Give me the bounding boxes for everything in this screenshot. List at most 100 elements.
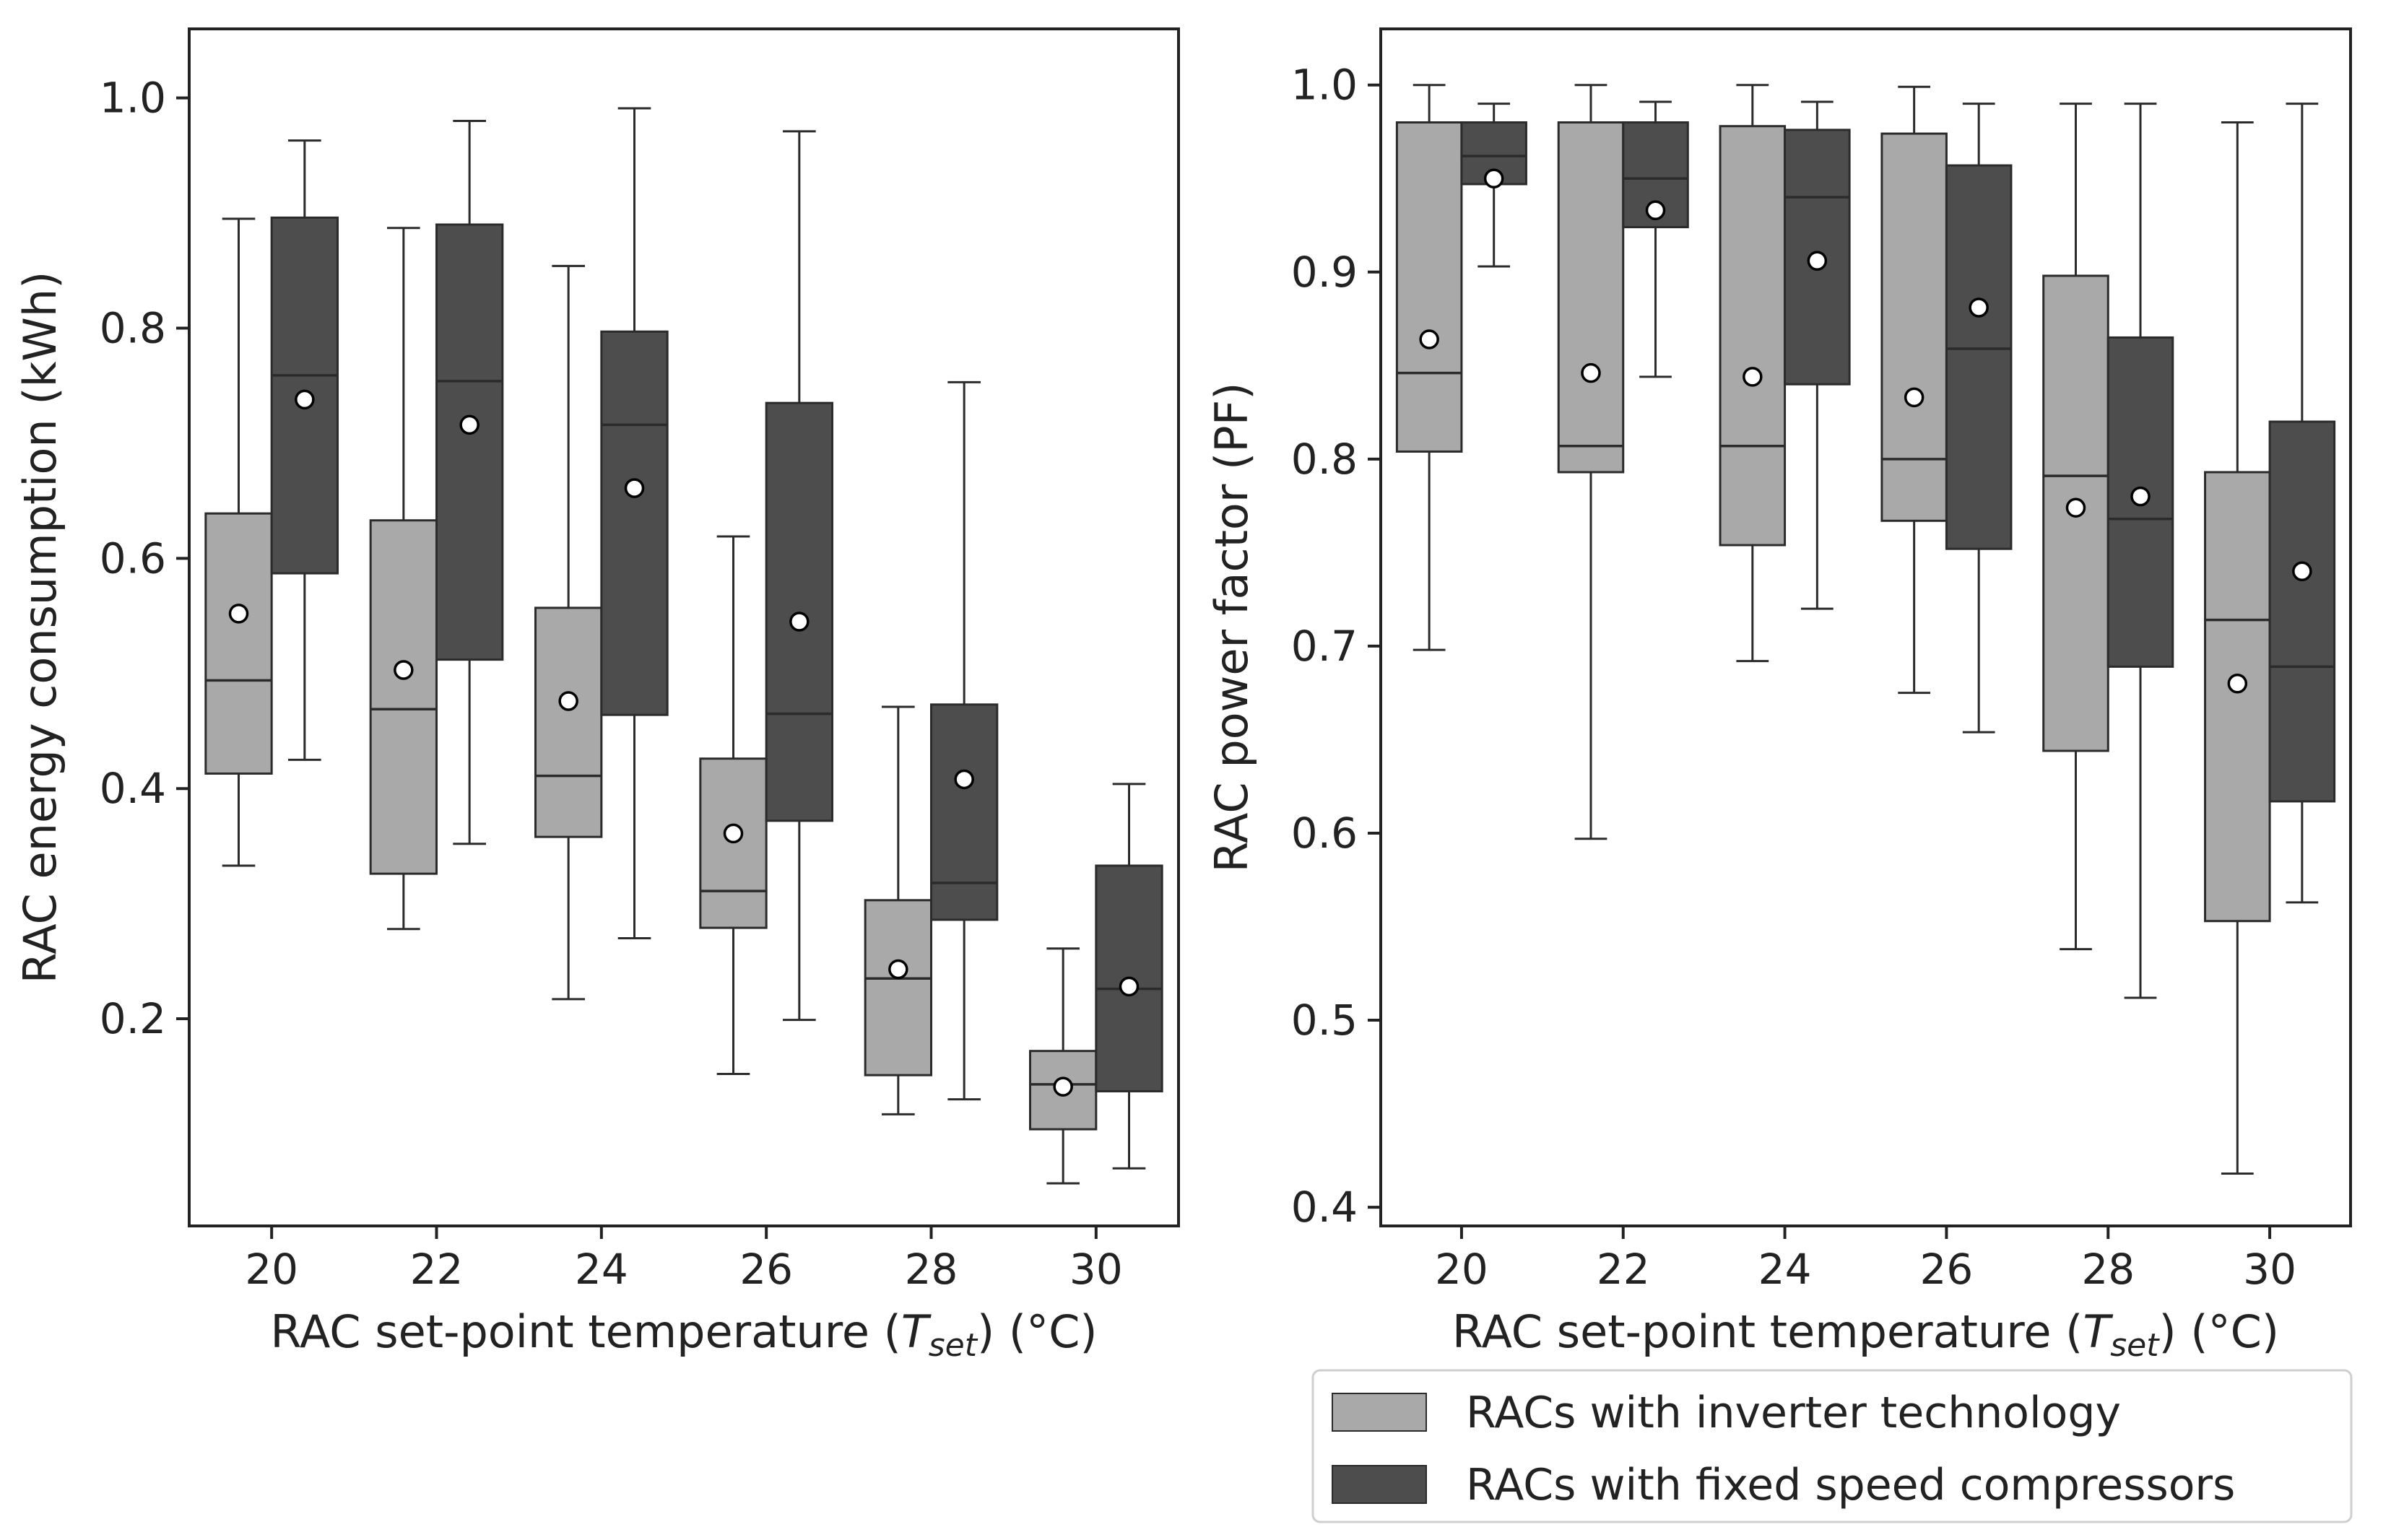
xtick-label: 28 [2081, 1245, 2135, 1294]
y-axis-label: RAC energy consumption (kWh) [14, 271, 66, 984]
xtick-label: 22 [1597, 1245, 1650, 1294]
axes-frame-pf [1379, 27, 2352, 1227]
box-pf-fixed-26 [1945, 103, 2013, 734]
box-energy-inverter-28 [864, 705, 932, 1115]
mean-marker [394, 660, 414, 680]
box-pf-inverter-22 [1557, 84, 1625, 840]
box-iqr [1945, 164, 2013, 550]
box-iqr [864, 899, 932, 1076]
box-energy-fixed-26 [765, 130, 833, 1022]
box-energy-inverter-30 [1029, 947, 1098, 1185]
axes-frame-energy [188, 27, 1180, 1227]
legend-swatch-fixed [1332, 1465, 1427, 1504]
box-pf-inverter-30 [2204, 121, 2271, 1175]
box-pf-fixed-24 [1784, 100, 1851, 610]
mean-marker [723, 823, 744, 844]
legend-swatch-inverter [1332, 1393, 1427, 1432]
legend-label-inverter: RACs with inverter technology [1466, 1388, 2121, 1438]
ytick-label: 0.4 [100, 764, 166, 813]
legend-frame [1311, 1369, 2353, 1523]
box-energy-fixed-22 [435, 120, 504, 845]
mean-marker [1119, 976, 1140, 997]
box-pf-inverter-24 [1719, 84, 1787, 663]
ytick-label: 0.2 [100, 994, 166, 1043]
xtick-label: 22 [410, 1245, 464, 1294]
mean-marker [624, 478, 645, 498]
box-iqr [435, 223, 504, 661]
xtick-label: 26 [1920, 1245, 1974, 1294]
box-iqr [600, 330, 669, 716]
mean-marker [1419, 329, 1439, 349]
mean-marker [1904, 387, 1924, 408]
mean-marker [789, 612, 810, 632]
box-pf-fixed-30 [2268, 103, 2336, 904]
box-pf-inverter-26 [1880, 85, 1948, 695]
x-axis-label: RAC set-point temperature (Tset) (°C) [270, 1305, 1097, 1364]
box-iqr [1719, 125, 1787, 547]
mean-marker [1053, 1076, 1073, 1097]
xtick-label: 20 [1435, 1245, 1488, 1294]
mean-marker [2130, 486, 2151, 507]
box-energy-inverter-20 [204, 217, 273, 867]
mean-marker [1645, 200, 1666, 221]
box-energy-inverter-26 [699, 535, 768, 1076]
box-energy-fixed-28 [930, 380, 999, 1101]
mean-marker [2292, 561, 2312, 582]
mean-marker [2227, 673, 2248, 694]
y-axis-label: RAC power factor (PF) [1205, 382, 1258, 872]
ytick-label: 0.4 [1291, 1183, 1358, 1232]
box-pf-fixed-28 [2106, 103, 2174, 999]
mean-marker [1807, 251, 1828, 271]
box-iqr [930, 703, 999, 921]
box-energy-inverter-22 [369, 227, 438, 931]
xtick-label: 24 [1758, 1245, 1812, 1294]
xtick-label: 24 [575, 1245, 628, 1294]
box-energy-inverter-24 [534, 264, 603, 1001]
box-iqr [1880, 132, 1948, 522]
box-iqr [1395, 121, 1463, 453]
xtick-label: 30 [2243, 1245, 2296, 1294]
ytick-label: 0.9 [1291, 248, 1358, 297]
xtick-label: 20 [245, 1245, 298, 1294]
mean-marker [888, 959, 908, 980]
mean-marker [1483, 168, 1504, 188]
mean-marker [1969, 297, 1989, 318]
xtick-label: 26 [739, 1245, 793, 1294]
ytick-label: 1.0 [100, 74, 166, 123]
box-pf-fixed-22 [1622, 100, 1689, 378]
ytick-label: 0.8 [100, 304, 166, 353]
legend-label-fixed: RACs with fixed speed compressors [1466, 1460, 2235, 1510]
box-iqr [2268, 420, 2336, 803]
box-iqr [204, 512, 273, 775]
mean-marker [954, 769, 974, 790]
mean-marker [1581, 362, 1601, 383]
xtick-label: 30 [1069, 1245, 1123, 1294]
box-energy-fixed-24 [600, 107, 669, 939]
ytick-label: 0.5 [1291, 996, 1358, 1045]
legend: RACs with inverter technology RACs with … [1311, 1369, 2353, 1523]
mean-marker [1743, 367, 1763, 387]
mean-marker [295, 389, 315, 410]
box-energy-fixed-20 [270, 139, 339, 761]
ytick-label: 0.6 [1291, 809, 1358, 858]
mean-marker [2065, 497, 2086, 518]
box-energy-fixed-30 [1095, 783, 1163, 1170]
ytick-label: 0.8 [1291, 435, 1358, 484]
ytick-label: 0.7 [1291, 622, 1358, 671]
xtick-label: 28 [905, 1245, 958, 1294]
energy-consumption-chart: 0.2 0.4 0.6 0.8 1.0 20 22 24 26 28 30 RAC set-point… [14, 27, 1180, 1364]
box-pf-inverter-28 [2042, 103, 2109, 951]
mean-marker [228, 604, 249, 624]
mean-marker [459, 414, 479, 435]
box-iqr [369, 519, 438, 875]
box-iqr [1557, 121, 1625, 474]
box-pf-inverter-20 [1395, 84, 1463, 651]
box-iqr [2204, 471, 2271, 923]
box-iqr [270, 216, 339, 575]
mean-marker [558, 691, 578, 711]
ytick-label: 1.0 [1291, 61, 1358, 110]
x-axis-label: RAC set-point temperature (Tset) (°C) [1452, 1305, 2279, 1364]
box-pf-fixed-20 [1460, 103, 1527, 268]
power-factor-chart: 0.4 0.5 0.6 0.7 0.8 0.9 1.0 20 22 24 26 28 30 RAC set… [1205, 27, 2352, 1364]
